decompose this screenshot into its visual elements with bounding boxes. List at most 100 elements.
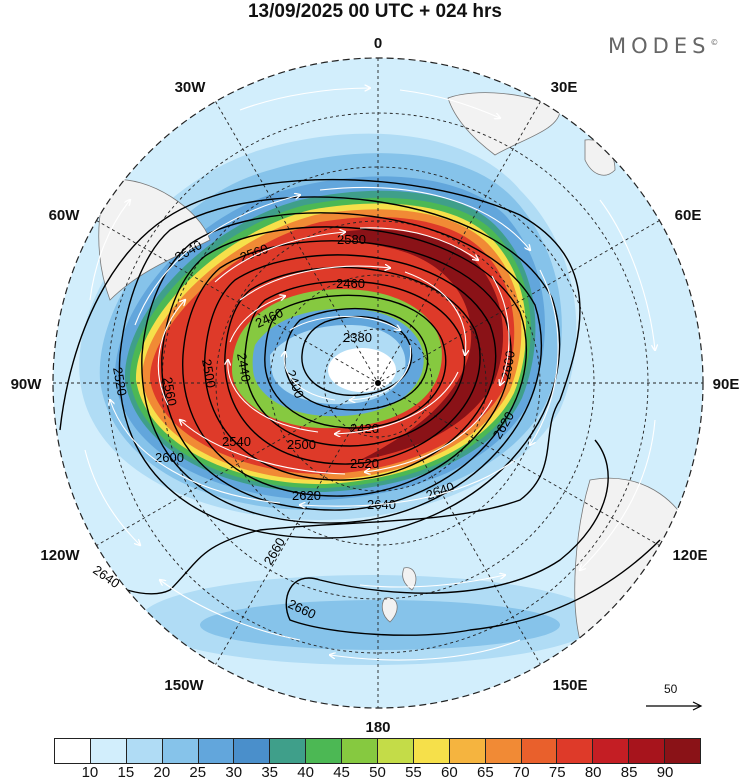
south-america <box>98 179 211 301</box>
wind-streamline <box>284 352 336 401</box>
contour-2660 <box>285 439 661 636</box>
colorbar-swatch <box>378 739 414 763</box>
wind-streamline <box>319 186 530 251</box>
wind-streamline <box>359 227 478 260</box>
contour-label: 2500 <box>287 437 316 452</box>
colorbar-swatch <box>413 739 450 763</box>
wind-streamline <box>229 296 285 343</box>
colorbar-tick-label: 45 <box>333 764 350 781</box>
wind-streamline <box>239 88 370 111</box>
contour-2380 <box>301 315 413 396</box>
colorbar-swatch <box>162 739 199 763</box>
colorbar-swatch <box>198 739 235 763</box>
map-boundary <box>52 57 704 709</box>
wind-streamline <box>365 399 493 472</box>
new-zealand-north <box>402 567 417 591</box>
contour-2500 <box>204 254 497 481</box>
colorbar-tick-label: 70 <box>512 764 530 781</box>
lon-label-150w: 150W <box>164 677 204 694</box>
lon-label-150e: 150E <box>552 677 587 694</box>
vortex-center-calm <box>328 348 396 392</box>
wind-streamline <box>289 316 400 331</box>
reference-vector <box>646 701 703 711</box>
lon-label-90e: 90E <box>713 376 740 393</box>
lon-label-180: 180 <box>365 719 390 736</box>
contour-label: 2540 <box>222 434 251 449</box>
colorbar-tick-label: 40 <box>297 764 314 781</box>
wind-streamline <box>300 459 516 506</box>
geopotential-contours <box>59 178 661 636</box>
wind-streamline <box>330 639 521 661</box>
longitude-labels: 0 30E 60E 90E 120E 150E 180 150W 120W 90… <box>11 35 740 736</box>
colorbar-tick-label: 90 <box>656 764 674 781</box>
colorbar-tick-label: 35 <box>261 764 278 781</box>
colorbar-tick-label: 25 <box>189 764 207 781</box>
wind-streamline <box>350 344 412 400</box>
lon-label-90w: 90W <box>11 376 43 393</box>
contour-label: 2460 <box>336 276 365 291</box>
colorbar-swatch <box>593 739 630 763</box>
colorbar-swatch <box>485 739 522 763</box>
contour-label: 2600 <box>155 450 184 465</box>
colorbar-swatch <box>342 739 379 763</box>
colorbar-swatch <box>270 739 307 763</box>
wind-streamline <box>239 266 390 301</box>
speed-band-25-south <box>200 600 560 650</box>
lon-label-0: 0 <box>374 35 382 52</box>
south-pole-marker <box>375 380 381 386</box>
colorbar-swatch <box>449 739 486 763</box>
colorbar-swatch <box>55 739 91 763</box>
lon-label-30e: 30E <box>551 79 578 96</box>
colorbar-swatch <box>126 739 163 763</box>
contour-2600 <box>141 212 542 524</box>
new-zealand-south <box>381 597 398 623</box>
contour-2640 <box>59 178 581 595</box>
wind-streamline <box>84 449 140 545</box>
copyright-mark: © <box>710 38 719 47</box>
colorbar-tick-label: 85 <box>620 764 638 781</box>
colorbar-tick-label: 55 <box>405 764 422 781</box>
contour-label: 2580 <box>337 232 366 247</box>
colorbar-tick-label: 80 <box>584 764 602 781</box>
lon-label-120w: 120W <box>40 547 80 564</box>
wind-streamline <box>399 89 500 118</box>
contour-2580 <box>161 226 527 511</box>
contour-2460 <box>224 266 481 465</box>
colorbar-tick-label: 20 <box>153 764 171 781</box>
reference-vector-label: 50 <box>664 682 678 696</box>
wind-streamline <box>530 269 559 445</box>
lon-label-120e: 120E <box>672 547 707 564</box>
colorbar-tick-label: 60 <box>441 764 458 781</box>
colorbar-swatch <box>306 739 343 763</box>
contour-label: 2600 <box>498 349 518 380</box>
colorbar-tick-label: 15 <box>117 764 135 781</box>
colorbar-tick-label: 65 <box>476 764 494 781</box>
colorbar-tick-label: 75 <box>548 764 566 781</box>
wind-streamline <box>359 575 505 588</box>
contour-label: 2620 <box>292 488 321 503</box>
lon-label-60w: 60W <box>49 207 81 224</box>
wind-streamline <box>404 271 466 355</box>
wind-streamline <box>134 195 300 326</box>
colorbar-swatch <box>665 739 701 763</box>
wind-streamline <box>157 300 185 406</box>
wind-streamline <box>160 580 301 641</box>
contour-label: 2520 <box>110 366 130 397</box>
brand-logo: MODES© <box>608 34 718 58</box>
wind-streamline <box>491 275 510 385</box>
wind-streamline <box>214 232 345 283</box>
colorbar-tick-label: 10 <box>81 764 99 781</box>
wind-streamline <box>228 360 319 433</box>
colorbar-swatch <box>557 739 594 763</box>
colorbar-swatch <box>234 739 271 763</box>
lon-label-30w: 30W <box>175 79 207 96</box>
contour-2420 <box>264 294 447 429</box>
contour-2540 <box>182 240 512 497</box>
wind-streamline <box>180 420 346 475</box>
wind-streamline <box>335 371 459 434</box>
contour-label: 2380 <box>343 330 372 345</box>
colorbar-swatch <box>90 739 127 763</box>
lon-label-60e: 60E <box>675 207 702 224</box>
contour-label: 2520 <box>350 456 379 471</box>
contour-2620 <box>118 196 561 539</box>
